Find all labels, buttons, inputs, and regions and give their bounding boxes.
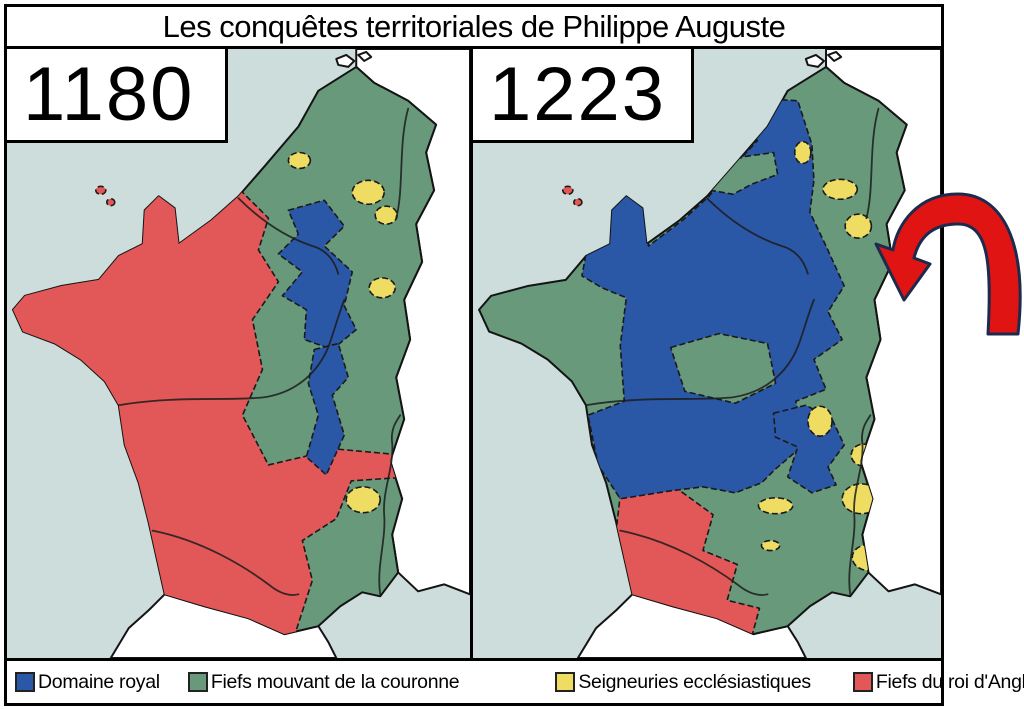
year-label-box-1223: 1223 [470,46,694,143]
region-royal-tongue-1180 [305,342,350,476]
legend-label-england: Fiefs du roi d'Angleterre [875,670,1024,693]
year-1223: 1223 [489,51,667,137]
royal-domain-swatch [15,672,35,692]
region-royal-domain-1223 [581,95,845,500]
legend-label-fiefs: Fiefs mouvant de la couronne [210,670,460,693]
english-fiefs-swatch [852,672,873,692]
legend-label-royal: Domaine royal [38,670,160,693]
year-1180: 1180 [23,51,195,137]
map-panel-1180: 1180 [4,46,473,661]
france-map-1223 [473,49,941,658]
crown-fiefs-swatch [187,672,208,692]
legend: Domaine royal Fiefs mouvant de la couron… [4,658,1024,706]
legend-item-fiefs: Fiefs mouvant de la couronne [187,670,460,694]
region-center-green [669,332,777,405]
legend-item-england: Fiefs du roi d'Angleterre [852,670,1024,694]
map-panel-1223: 1223 [470,46,944,661]
year-label-box-1180: 1180 [4,46,228,143]
legend-label-church: Seigneuries ecclésiastiques [578,670,811,693]
france-map-1180 [7,49,470,658]
figure-title: Les conquêtes territoriales de Philippe … [162,8,786,44]
legend-item-church: Seigneuries ecclésiastiques [555,671,811,694]
ecclesiastical-swatch [555,672,576,692]
title-bar: Les conquêtes territoriales de Philippe … [4,4,944,49]
legend-item-royal: Domaine royal [15,671,160,694]
